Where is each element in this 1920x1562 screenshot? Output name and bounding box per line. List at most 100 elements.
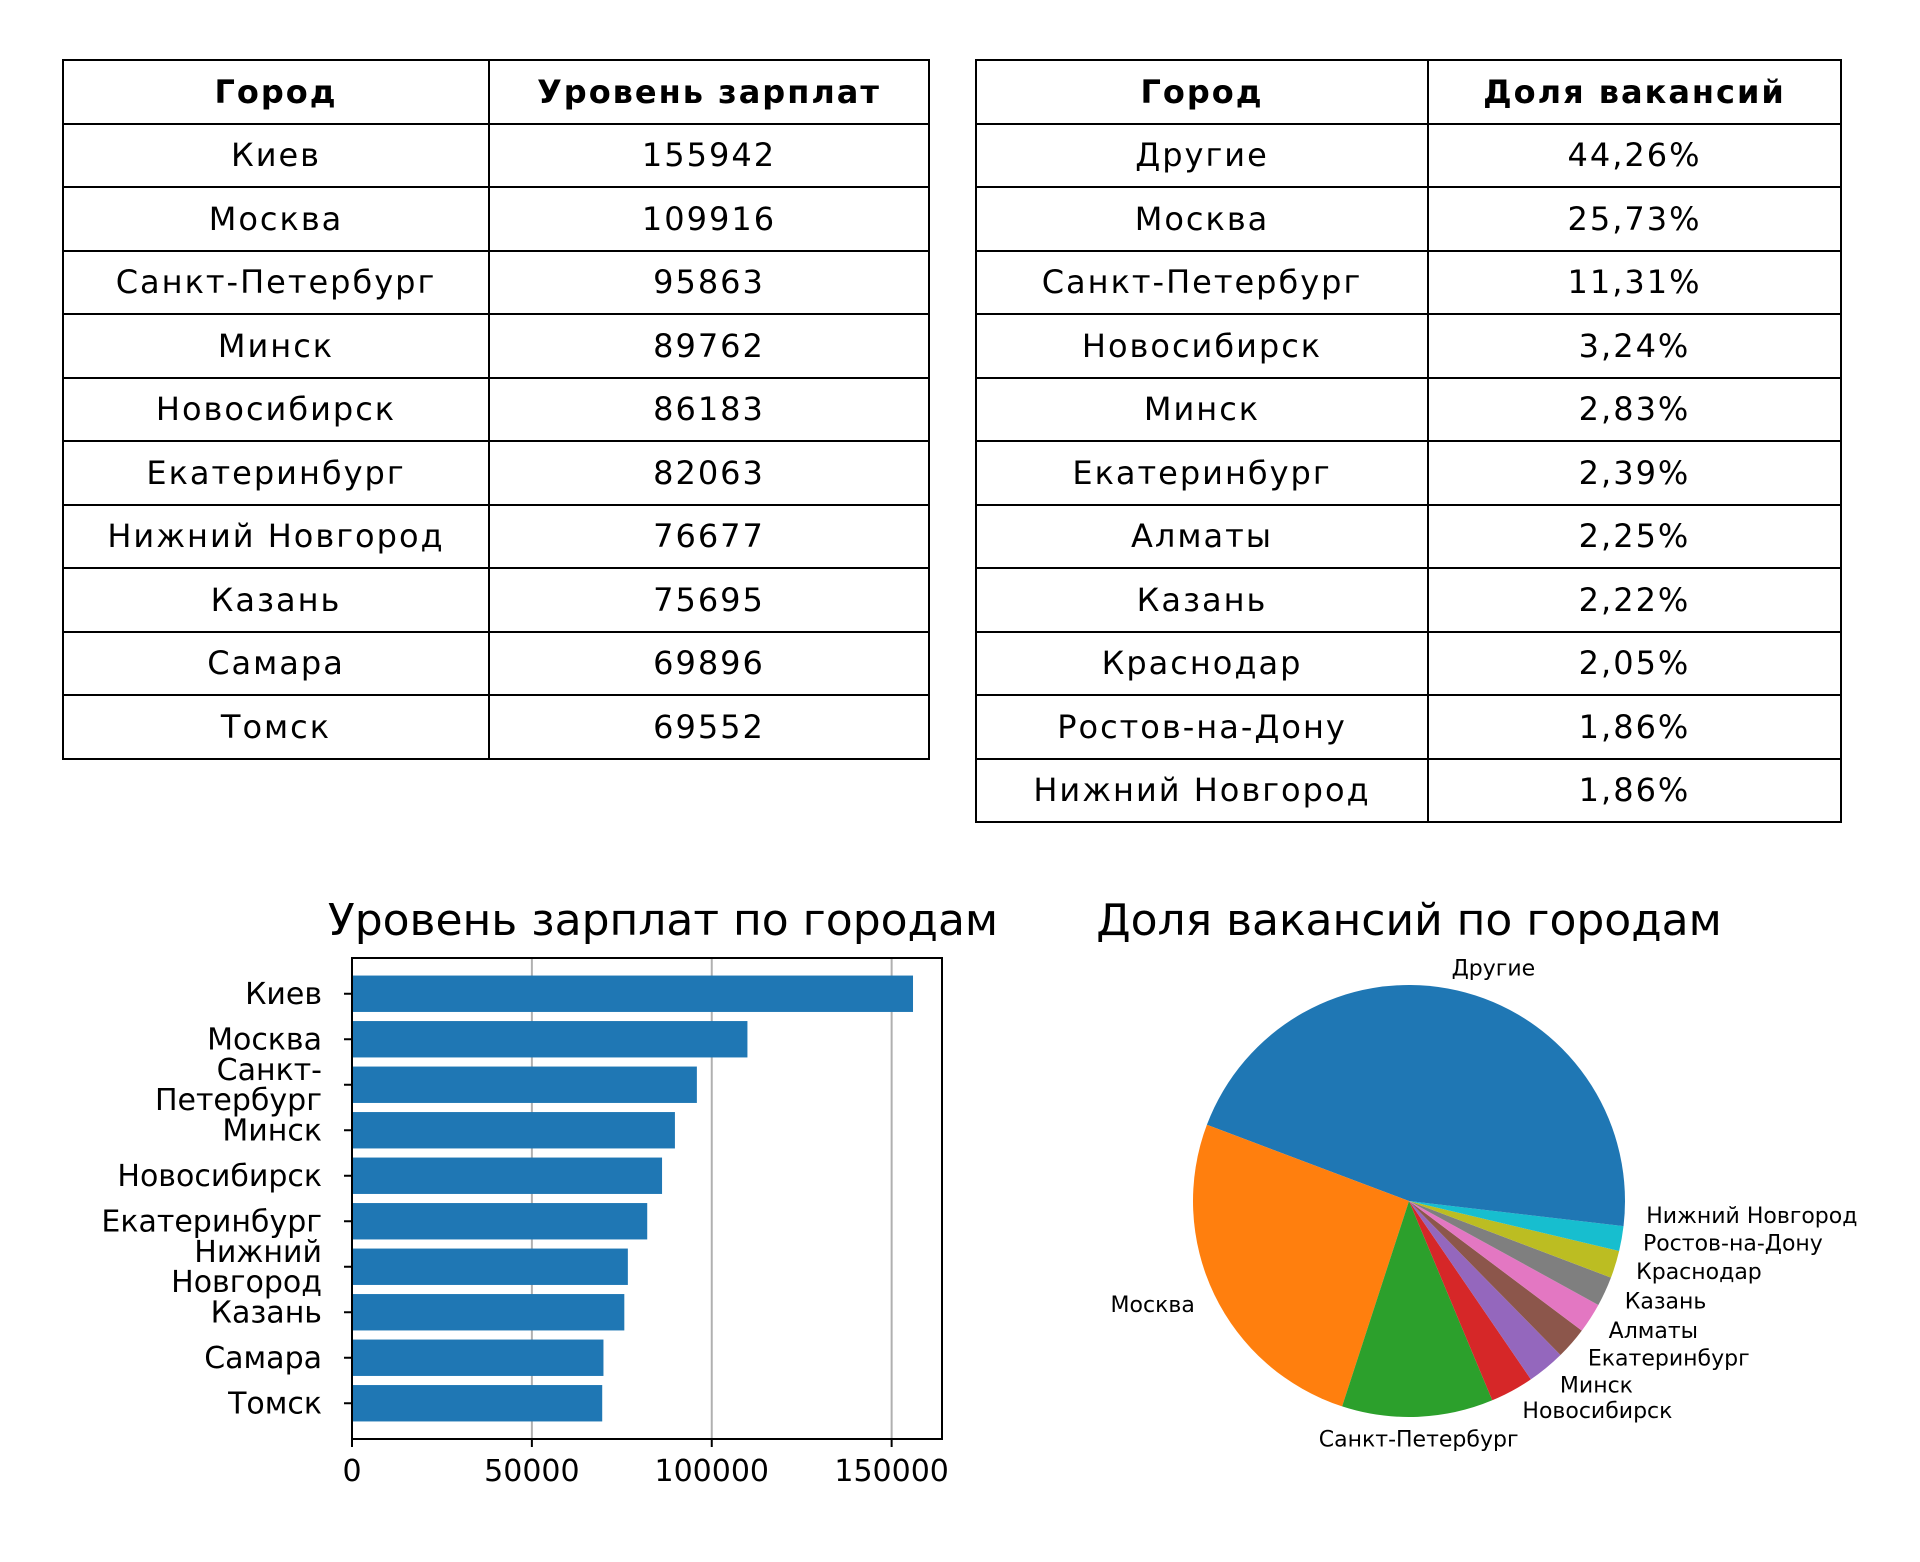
cell-salary: 69552 bbox=[488, 694, 930, 760]
table-row: Ростов-на-Дону 1,86% bbox=[975, 694, 1842, 760]
pie-slice bbox=[1409, 1201, 1561, 1380]
bar bbox=[352, 1112, 675, 1149]
pie-chart-title: Доля вакансий по городам bbox=[1096, 895, 1722, 946]
pie-slice bbox=[1409, 1201, 1624, 1252]
table-row: Новосибирск 3,24% bbox=[975, 313, 1842, 379]
bar-chart-frame bbox=[351, 957, 943, 1440]
pie-label: Москва bbox=[1111, 1293, 1195, 1318]
cell-city: Казань bbox=[62, 567, 490, 633]
bar bbox=[352, 1157, 663, 1194]
table-row: Другие 44,26% bbox=[975, 122, 1842, 188]
cell-city: Ростов-на-Дону bbox=[975, 694, 1429, 760]
cell-salary: 76677 bbox=[488, 503, 930, 569]
table-row: Новосибирск 86183 bbox=[62, 376, 930, 442]
y-tick-label: Новосибирск bbox=[117, 1159, 322, 1194]
y-tick-label: Санкт-Петербург bbox=[155, 1053, 322, 1118]
cell-city: Москва bbox=[62, 186, 490, 252]
cell-city: Другие bbox=[975, 122, 1429, 188]
x-tick-label: 50000 bbox=[484, 1454, 579, 1489]
pie-label: Другие bbox=[1452, 956, 1536, 981]
pie-label: Санкт-Петербург bbox=[1319, 1427, 1519, 1452]
table-row: Екатеринбург 2,39% bbox=[975, 440, 1842, 506]
y-tick-label: Екатеринбург bbox=[101, 1204, 322, 1239]
cell-city: Нижний Новгород bbox=[62, 503, 490, 569]
cell-share: 2,83% bbox=[1427, 376, 1842, 442]
pie-label: Екатеринбург bbox=[1588, 1346, 1750, 1371]
header-salary: Уровень зарплат bbox=[488, 59, 930, 125]
table-row: Нижний Новгород 1,86% bbox=[975, 757, 1842, 823]
cell-salary: 82063 bbox=[488, 440, 930, 506]
bar bbox=[352, 975, 914, 1012]
table-row: Санкт-Петербург 11,31% bbox=[975, 249, 1842, 315]
table-header-row: Город Уровень зарплат bbox=[62, 59, 930, 125]
pie-label: Минск bbox=[1560, 1374, 1633, 1399]
cell-share: 11,31% bbox=[1427, 249, 1842, 315]
cell-city: Киев bbox=[62, 122, 490, 188]
bar bbox=[352, 1021, 748, 1058]
bar bbox=[352, 1339, 604, 1376]
cell-city: Томск bbox=[62, 694, 490, 760]
header-city: Город bbox=[975, 59, 1429, 125]
cell-salary: 89762 bbox=[488, 313, 930, 379]
y-tick-label: Нижний Новгород bbox=[171, 1235, 322, 1300]
table-row: Томск 69552 bbox=[62, 694, 930, 760]
cell-city: Краснодар bbox=[975, 630, 1429, 696]
salary-table: Город Уровень зарплат Киев 155942 Москва 10… bbox=[62, 59, 930, 760]
pie-label: Новосибирск bbox=[1522, 1399, 1672, 1424]
table-row: Алматы 2,25% bbox=[975, 503, 1842, 569]
table-row: Киев 155942 bbox=[62, 122, 930, 188]
y-tick-label: Томск bbox=[227, 1386, 322, 1421]
table-row: Минск 89762 bbox=[62, 313, 930, 379]
pie-slice bbox=[1409, 1201, 1599, 1331]
pie-label: Алматы bbox=[1609, 1319, 1698, 1344]
cell-city: Москва bbox=[975, 186, 1429, 252]
cell-share: 3,24% bbox=[1427, 313, 1842, 379]
pie-slice bbox=[1409, 1201, 1625, 1227]
table-header-row: Город Доля вакансий bbox=[975, 59, 1842, 125]
pie-slice bbox=[1409, 1201, 1620, 1278]
table-row: Москва 109916 bbox=[62, 186, 930, 252]
cell-share: 2,22% bbox=[1427, 567, 1842, 633]
bar bbox=[352, 1248, 628, 1285]
bar bbox=[352, 1203, 648, 1240]
y-tick-label: Минск bbox=[222, 1113, 322, 1148]
x-tick-label: 0 bbox=[342, 1454, 361, 1489]
y-tick-label: Москва bbox=[207, 1022, 322, 1057]
cell-share: 44,26% bbox=[1427, 122, 1842, 188]
cell-share: 2,05% bbox=[1427, 630, 1842, 696]
table-row: Екатеринбург 82063 bbox=[62, 440, 930, 506]
table-row: Нижний Новгород 76677 bbox=[62, 503, 930, 569]
cell-share: 2,25% bbox=[1427, 503, 1842, 569]
y-tick-label: Киев bbox=[245, 977, 322, 1012]
cell-city: Казань bbox=[975, 567, 1429, 633]
cell-share: 2,39% bbox=[1427, 440, 1842, 506]
bar bbox=[352, 1294, 625, 1331]
pie-slice bbox=[1192, 1124, 1409, 1407]
cell-salary: 75695 bbox=[488, 567, 930, 633]
pie-slice bbox=[1206, 984, 1625, 1201]
pie-slice bbox=[1342, 1201, 1493, 1417]
table-row: Казань 2,22% bbox=[975, 567, 1842, 633]
cell-share: 25,73% bbox=[1427, 186, 1842, 252]
bar bbox=[352, 1385, 603, 1422]
pie-label: Ростов-на-Дону bbox=[1643, 1231, 1823, 1256]
pie-label: Нижний Новгород bbox=[1646, 1204, 1857, 1229]
table-row: Санкт-Петербург 95863 bbox=[62, 249, 930, 315]
x-tick-label: 150000 bbox=[834, 1454, 949, 1489]
cell-city: Минск bbox=[62, 313, 490, 379]
pie-label: Краснодар bbox=[1636, 1260, 1762, 1285]
cell-city: Новосибирск bbox=[975, 313, 1429, 379]
header-share: Доля вакансий bbox=[1427, 59, 1842, 125]
table-row: Казань 75695 bbox=[62, 567, 930, 633]
cell-share: 1,86% bbox=[1427, 757, 1842, 823]
cell-city: Екатеринбург bbox=[62, 440, 490, 506]
table-row: Москва 25,73% bbox=[975, 186, 1842, 252]
pie-slice bbox=[1409, 1201, 1531, 1401]
cell-salary: 155942 bbox=[488, 122, 930, 188]
vacancy-share-table: Город Доля вакансий Другие 44,26% Москва 25… bbox=[975, 59, 1842, 823]
y-tick-label: Казань bbox=[211, 1295, 322, 1330]
cell-city: Санкт-Петербург bbox=[975, 249, 1429, 315]
bar bbox=[352, 1066, 697, 1103]
cell-city: Нижний Новгород bbox=[975, 757, 1429, 823]
cell-city: Минск bbox=[975, 376, 1429, 442]
